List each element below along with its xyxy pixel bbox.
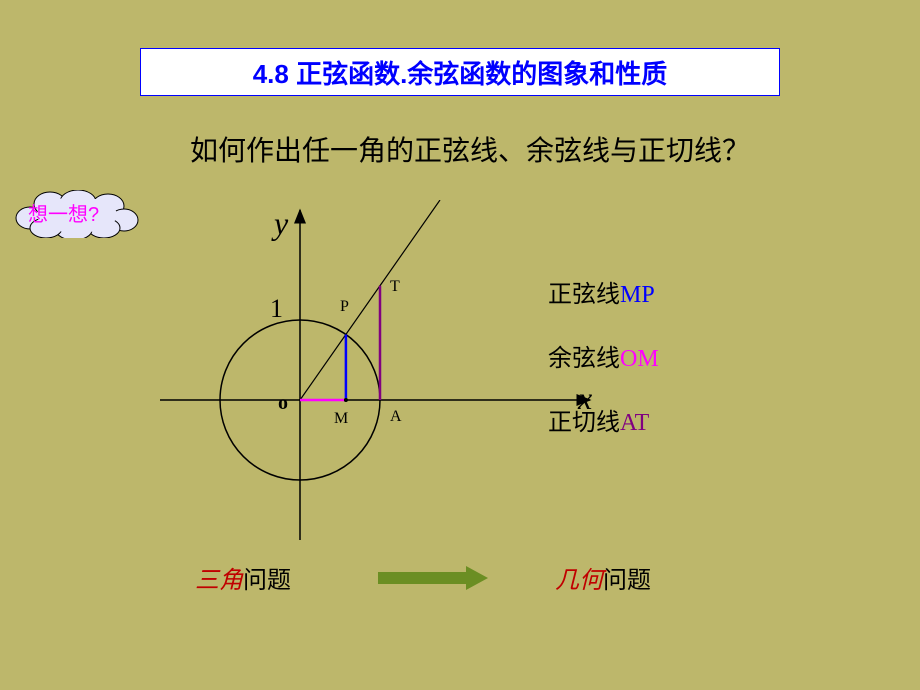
terminal-ray	[300, 200, 440, 400]
unit-circle-diagram	[150, 200, 610, 550]
sine-text: 正弦线	[548, 282, 620, 308]
cosine-symbol: OM	[620, 346, 659, 372]
label-point-m: M	[334, 410, 348, 428]
y-axis-label: y	[274, 205, 288, 242]
bottom-left-em: 三角	[195, 568, 243, 594]
bottom-right-label: 几何问题	[555, 560, 651, 595]
question-text: 如何作出任一角的正弦线、余弦线与正切线？	[190, 130, 810, 175]
label-point-p: P	[340, 298, 349, 316]
bottom-right-rest: 问题	[603, 568, 651, 594]
bottom-right-em: 几何	[555, 568, 603, 594]
label-point-a: A	[390, 408, 402, 426]
tangent-text: 正切线	[548, 410, 620, 436]
page-title: 4.8 正弦函数.余弦函数的图象和性质	[140, 48, 780, 96]
tangent-symbol: AT	[620, 410, 649, 436]
transition-arrow	[378, 566, 488, 590]
sine-line-label: 正弦线MP	[548, 274, 655, 309]
label-one: 1	[270, 294, 283, 324]
tangent-line-label: 正切线AT	[548, 402, 649, 437]
cloud-text: 想一想?	[28, 198, 99, 227]
label-origin: o	[278, 392, 288, 415]
cosine-line-label: 余弦线OM	[548, 338, 659, 373]
label-point-t: T	[390, 278, 400, 296]
cosine-text: 余弦线	[548, 346, 620, 372]
bottom-left-label: 三角问题	[195, 560, 291, 595]
bottom-left-rest: 问题	[243, 568, 291, 594]
think-cloud: 想一想?	[12, 190, 142, 238]
sine-symbol: MP	[620, 282, 655, 308]
